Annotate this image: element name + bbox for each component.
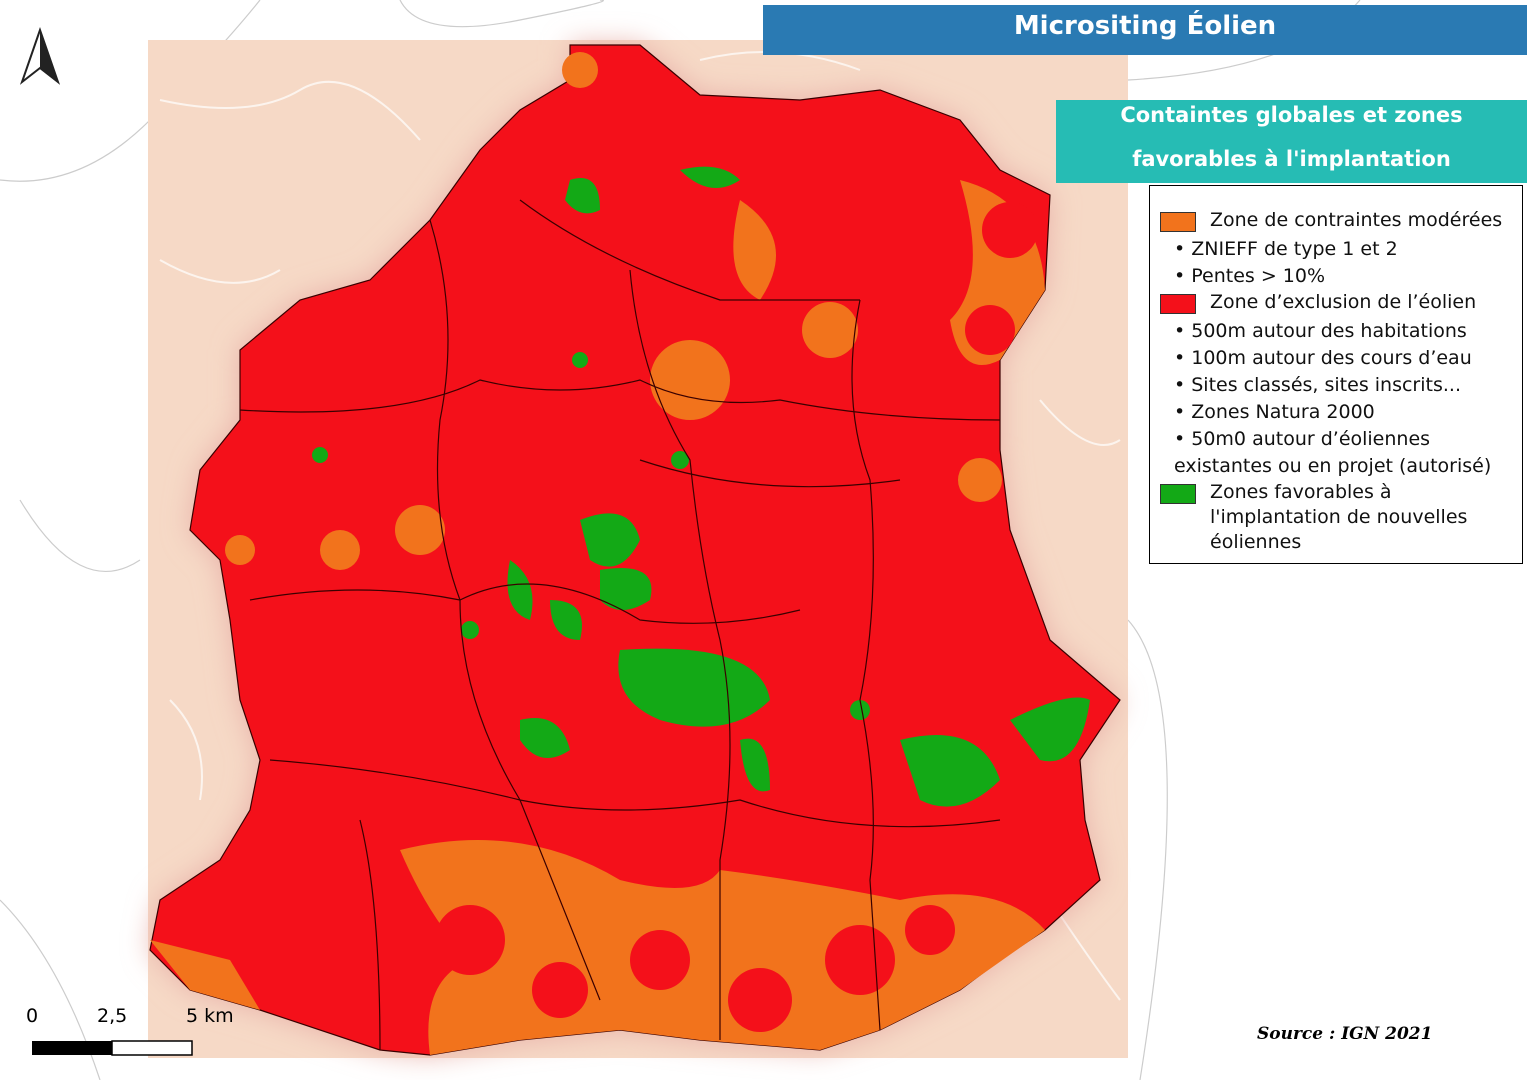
scale-label: 2,5 [97, 1005, 128, 1027]
scale-bar [32, 1040, 193, 1056]
legend-entry: Zone de contraintes modérées [1160, 208, 1514, 233]
legend-swatch [1160, 484, 1196, 504]
legend-swatch [1160, 294, 1196, 314]
map-title: Micrositing Éolien [763, 5, 1527, 55]
scale-label: 0 [26, 1005, 39, 1027]
legend-item: Sites classés, sites inscrits... [1160, 372, 1514, 399]
scale-label: 5 km [186, 1005, 234, 1027]
commune-boundaries [239, 199, 1001, 1051]
subtitle-line: favorables à l'implantation [1132, 147, 1451, 171]
legend-entry: Zone d’exclusion de l’éolien [1160, 290, 1514, 315]
legend-item: ZNIEFF de type 1 et 2 [1160, 236, 1514, 263]
legend-item: Zones Natura 2000 [1160, 399, 1514, 426]
legend-item: 500m autour des habitations [1160, 318, 1514, 345]
source: Source : IGN 2021 [1257, 1024, 1433, 1044]
subtitle-line: Containtes globales et zones [1120, 103, 1463, 127]
legend-label: Zone d’exclusion de l’éolien [1210, 291, 1477, 313]
legend-item: 50m0 autour d’éoliennes existantes ou en… [1160, 426, 1514, 480]
legend-item: Pentes > 10% [1160, 263, 1514, 290]
legend-label: Zones favorables à l'implantation de nou… [1210, 481, 1468, 553]
north-arrow [19, 26, 61, 85]
legend-item: 100m autour des cours d’eau [1160, 345, 1514, 372]
exclusion-buffers [435, 202, 1038, 1032]
map-subtitle: Containtes globales et zones favorables … [1056, 100, 1527, 183]
legend-label: Zone de contraintes modérées [1210, 209, 1503, 231]
favorable-zones [312, 166, 1090, 807]
legend-entry: Zones favorables à l'implantation de nou… [1160, 480, 1514, 555]
legend: Zone de contraintes modérées ZNIEFF de ty… [1149, 185, 1523, 564]
legend-swatch [1160, 212, 1196, 232]
